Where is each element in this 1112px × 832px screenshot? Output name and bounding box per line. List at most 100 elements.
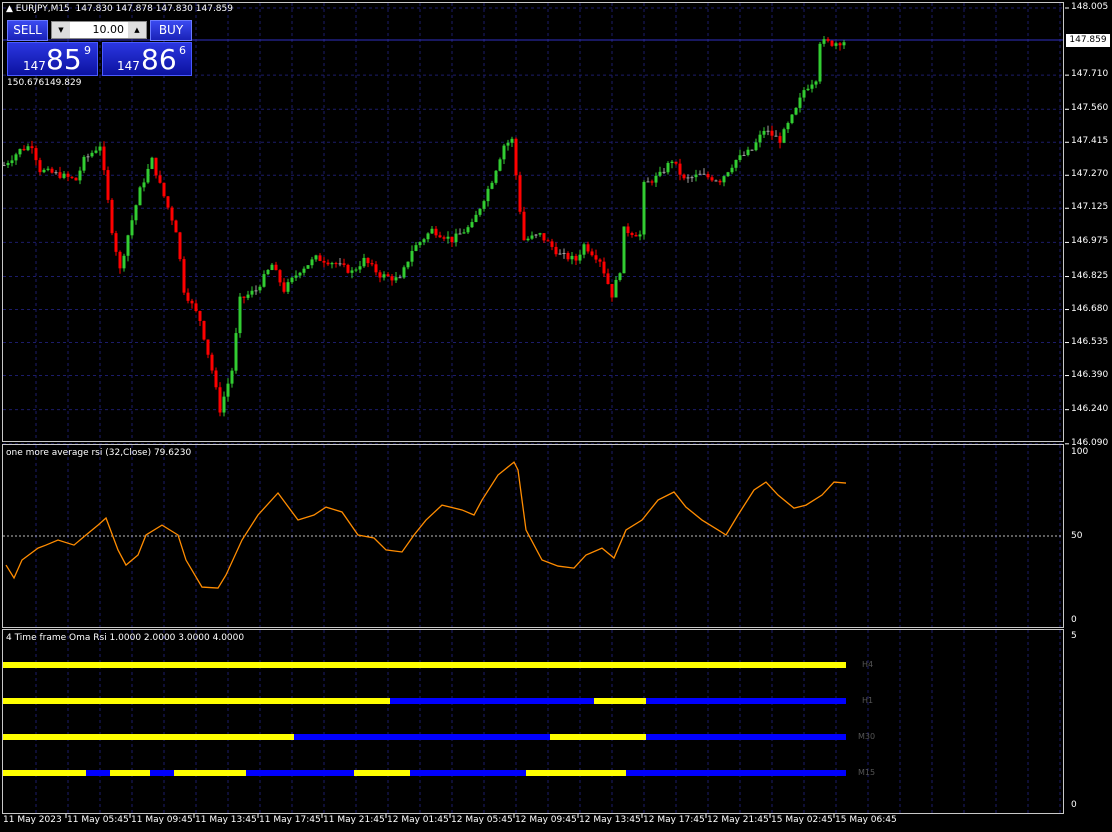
candle-body <box>138 187 142 206</box>
tf-segment-down <box>410 770 526 776</box>
candle-body <box>110 199 114 234</box>
candle-body <box>746 149 750 156</box>
candle-body <box>606 273 610 285</box>
candle-body <box>318 255 322 261</box>
tf-rsi-panel[interactable] <box>2 629 1064 814</box>
time-label: 11 May 2023 <box>3 815 62 825</box>
buy-price-sup: 6 <box>179 44 186 57</box>
candle-body <box>250 290 254 295</box>
decrease-volume-button[interactable]: ▼ <box>52 22 70 38</box>
candle-body <box>670 161 674 164</box>
candle-body <box>334 263 338 265</box>
candle-body <box>582 244 586 255</box>
candle-body <box>38 160 42 173</box>
candle-body <box>414 245 418 251</box>
candle-body <box>694 174 698 178</box>
candle-body <box>378 272 382 278</box>
candle-body <box>306 265 310 269</box>
candle-body <box>698 173 702 175</box>
candle-body <box>758 134 762 143</box>
tf-segment-down <box>646 698 846 704</box>
candle-body <box>538 233 542 235</box>
candle-body <box>294 275 298 278</box>
candle-body <box>586 244 590 252</box>
candle-body <box>22 148 26 151</box>
candle-body <box>562 252 566 254</box>
candle-body <box>254 290 258 292</box>
candle-body <box>6 163 10 166</box>
tf-row-label: M30 <box>858 732 876 741</box>
candle-body <box>742 155 746 157</box>
candle-body <box>182 259 186 293</box>
candle-body <box>310 259 314 266</box>
candle-body <box>386 274 390 277</box>
candle-body <box>282 282 286 292</box>
candle-body <box>690 177 694 179</box>
candle-body <box>330 263 334 265</box>
candle-body <box>198 311 202 321</box>
candle-body <box>214 370 218 388</box>
candle-body <box>338 263 342 265</box>
candle-body <box>158 175 162 183</box>
candle-body <box>394 277 398 281</box>
ohlc-values: 147.830 147.878 147.830 147.859 <box>75 4 233 14</box>
candle-body <box>682 174 686 179</box>
candle-body <box>238 296 242 334</box>
candle-body <box>838 43 842 46</box>
candle-body <box>702 173 706 175</box>
candle-body <box>106 170 110 200</box>
candle-body <box>354 269 358 271</box>
candle-body <box>406 261 410 268</box>
tf-segment-down <box>646 734 846 740</box>
collapse-icon[interactable]: ▲ <box>6 4 16 14</box>
candle-body <box>398 277 402 279</box>
increase-volume-button[interactable]: ▲ <box>128 22 146 38</box>
candle-body <box>150 157 154 169</box>
tf-segment-up <box>174 770 246 776</box>
sell-price[interactable]: 147 85 9 <box>7 42 98 76</box>
time-label: 12 May 09:45 <box>515 815 577 825</box>
candle-body <box>726 172 730 177</box>
candle-body <box>762 130 766 135</box>
tf-row-label: H1 <box>862 696 874 705</box>
candle-body <box>202 320 206 340</box>
main-chart-panel[interactable] <box>2 2 1064 442</box>
candle-body <box>426 233 430 240</box>
candle-body <box>654 175 658 183</box>
candle-body <box>226 383 230 397</box>
candle-body <box>610 284 614 298</box>
candle-body <box>570 255 574 260</box>
rsi-panel[interactable] <box>2 444 1064 628</box>
price-label: 146.825 <box>1071 270 1109 281</box>
candle-body <box>382 274 386 278</box>
candle-body <box>454 233 458 243</box>
candle-body <box>442 237 446 239</box>
candle-body <box>126 235 130 256</box>
time-label: 12 May 17:45 <box>643 815 705 825</box>
candle-body <box>418 242 422 246</box>
candle-body <box>358 266 362 270</box>
volume-stepper[interactable]: ▼ 10.00 ▲ <box>51 21 147 39</box>
candle-body <box>806 88 810 91</box>
candle-body <box>618 273 622 280</box>
candle-body <box>438 235 442 238</box>
tf-segment-up <box>110 770 150 776</box>
tf-segment-down <box>246 770 354 776</box>
candle-body <box>326 262 330 265</box>
candle-body <box>462 232 466 234</box>
volume-input[interactable]: 10.00 <box>92 23 125 36</box>
tf-segment-down <box>390 698 594 704</box>
tf-segment-up <box>550 734 646 740</box>
sell-button[interactable]: SELL <box>7 20 48 41</box>
tf-segment-up <box>2 770 86 776</box>
buy-price[interactable]: 147 86 6 <box>102 42 192 76</box>
candle-body <box>130 220 134 236</box>
candle-body <box>290 277 294 283</box>
buy-button[interactable]: BUY <box>150 20 192 41</box>
candle-body <box>370 263 374 265</box>
candle-body <box>302 268 306 273</box>
candle-body <box>678 163 682 175</box>
candle-body <box>526 238 530 241</box>
candle-body <box>206 339 210 355</box>
